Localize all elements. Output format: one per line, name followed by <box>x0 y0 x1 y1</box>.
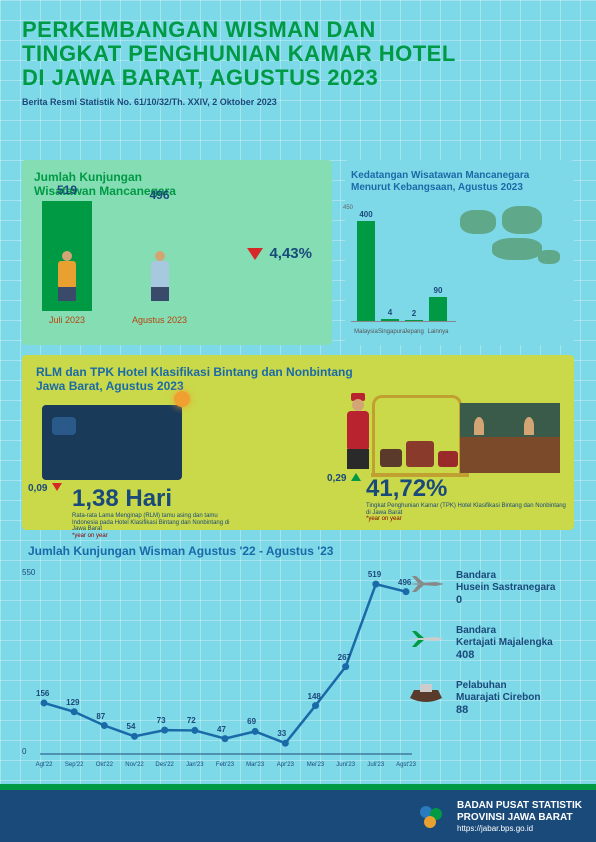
tourist-icon <box>51 251 83 301</box>
footer: BADAN PUSAT STATISTIK PROVINSI JAWA BARA… <box>0 790 596 842</box>
reception-desk-icon <box>460 403 560 473</box>
plane-icon <box>404 625 448 653</box>
bed-icon <box>42 405 182 480</box>
luggage-icon <box>438 451 458 467</box>
panel-rlm-tpk: RLM dan TPK Hotel Klasifikasi Bintang da… <box>22 355 574 530</box>
luggage-icon <box>406 441 434 467</box>
line-chart-svg <box>32 568 412 768</box>
bps-logo-icon <box>416 802 446 832</box>
panel-timeseries-title: Jumlah Kunjungan Wisman Agustus '22 - Ag… <box>22 540 574 562</box>
entry-points-list: Bandara Husein Sastranegara 0 Bandara Ke… <box>404 570 564 736</box>
bar-july: 519 Juli 2023 <box>42 183 92 325</box>
nationality-bar-chart: 450 400 Malaysia 4 Singapura 2 Jepang 90… <box>351 205 456 335</box>
main-title: PERKEMBANGAN WISMAN DAN TINGKAT PENGHUNI… <box>0 0 596 89</box>
title-line-1: PERKEMBANGAN WISMAN DAN <box>22 18 574 42</box>
world-map-icon <box>452 200 570 280</box>
panel-timeseries: Jumlah Kunjungan Wisman Agustus '22 - Ag… <box>22 540 574 780</box>
panel-nationality-title: Kedatangan Wisatawan Mancanegara Menurut… <box>345 160 574 204</box>
panel-visits: Jumlah Kunjungan Wisatawan Mancanegara 5… <box>22 160 332 345</box>
line-chart: 550 0 Agt'22Sep'22Okt'22Nov'22Des'22Jan'… <box>32 568 412 768</box>
tpk-block: 41,72% Tingkat Penghunian Kamar (TPK) Ho… <box>342 475 566 522</box>
visits-pct-change: 4,43% <box>247 245 312 262</box>
luggage-icon <box>380 449 402 467</box>
entry-kertajati: Bandara Kertajati Majalengka 408 <box>404 625 564 662</box>
plane-icon <box>404 570 448 598</box>
rlm-block: 1,38 Hari Rata-rata Lama Menginap (RLM) … <box>42 485 232 539</box>
visits-bar-chart: 519 Juli 2023 496 Agustus 2023 <box>42 183 187 325</box>
footer-text: BADAN PUSAT STATISTIK PROVINSI JAWA BARA… <box>457 800 582 834</box>
ship-icon <box>404 680 448 708</box>
infographic-page: PERKEMBANGAN WISMAN DAN TINGKAT PENGHUNI… <box>0 0 596 842</box>
title-line-2: TINGKAT PENGHUNIAN KAMAR HOTEL <box>22 42 574 66</box>
down-triangle-icon <box>247 248 263 260</box>
panel-rlm-tpk-title: RLM dan TPK Hotel Klasifikasi Bintang da… <box>22 355 574 404</box>
title-line-3: DI JAWA BARAT, AGUSTUS 2023 <box>22 66 574 90</box>
entry-husein: Bandara Husein Sastranegara 0 <box>404 570 564 607</box>
bellboy-icon <box>342 393 374 471</box>
tourist-icon <box>144 251 176 301</box>
report-subtitle: Berita Resmi Statistik No. 61/10/32/Th. … <box>0 89 596 107</box>
entry-muarajati: Pelabuhan Muarajati Cirebon 88 <box>404 680 564 717</box>
bar-august: 496 Agustus 2023 <box>132 188 187 325</box>
panel-nationality: Kedatangan Wisatawan Mancanegara Menurut… <box>345 160 574 345</box>
